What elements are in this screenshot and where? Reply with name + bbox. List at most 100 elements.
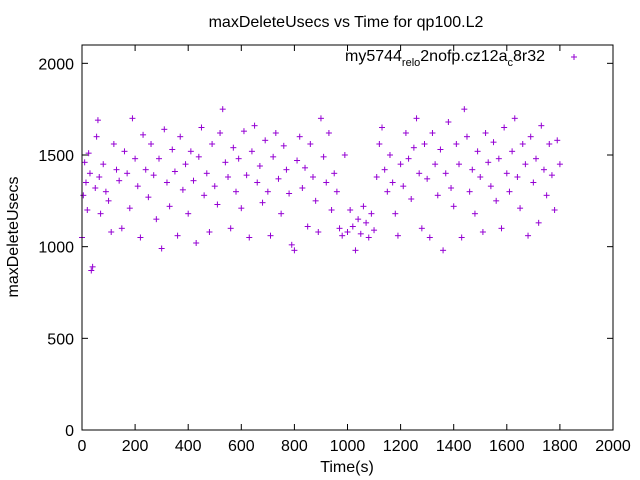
data-point: [108, 229, 115, 235]
data-point: [509, 148, 516, 155]
data-point: [232, 188, 239, 195]
x-tick-label: 1400: [436, 438, 472, 455]
data-point: [317, 115, 324, 122]
data-point: [163, 179, 170, 186]
data-point: [490, 139, 497, 146]
y-axis: 0 500 1000 1500 2000: [38, 56, 613, 440]
data-point: [169, 146, 176, 153]
data-point: [243, 172, 250, 179]
data-point: [102, 188, 109, 195]
data-point: [517, 205, 524, 212]
data-point: [413, 115, 420, 122]
data-point: [150, 172, 157, 179]
data-point: [230, 144, 237, 151]
data-point: [105, 197, 112, 204]
data-point: [418, 225, 425, 232]
data-point: [397, 161, 404, 168]
data-point: [381, 166, 388, 173]
data-point: [259, 199, 266, 206]
plot-area: [79, 106, 563, 274]
data-point: [474, 148, 481, 155]
data-point: [97, 210, 104, 217]
data-point: [126, 205, 133, 212]
data-point: [291, 247, 298, 254]
data-point: [94, 117, 101, 124]
data-point: [145, 194, 152, 201]
data-point: [336, 225, 343, 232]
data-point: [85, 150, 92, 157]
data-point: [416, 170, 423, 177]
data-point: [140, 131, 147, 138]
data-point: [347, 207, 354, 213]
data-point: [254, 179, 261, 186]
data-point: [344, 229, 351, 235]
data-point: [153, 216, 160, 223]
data-point: [179, 186, 186, 193]
data-point: [134, 183, 141, 190]
data-point: [485, 159, 492, 166]
data-point: [275, 175, 282, 182]
data-point: [124, 170, 131, 177]
data-point: [209, 141, 216, 147]
data-point: [410, 144, 417, 151]
data-point: [264, 188, 271, 195]
chart-title: maxDeleteUsecs vs Time for qp100.L2: [209, 14, 484, 31]
data-point: [203, 170, 210, 177]
data-point: [89, 263, 96, 270]
data-point: [440, 247, 447, 254]
data-point: [195, 153, 202, 160]
data-point: [392, 210, 399, 217]
data-point: [453, 141, 460, 147]
data-point: [299, 185, 306, 191]
data-point: [339, 232, 346, 239]
data-point: [341, 152, 348, 158]
legend-label-part: my5744: [345, 48, 402, 65]
data-point: [527, 133, 534, 140]
data-point: [214, 201, 221, 208]
legend: my5744relo2nofp.cz12ac8r32: [345, 48, 577, 69]
data-point: [82, 179, 89, 186]
data-point: [206, 229, 213, 235]
data-point: [121, 148, 128, 155]
data-point: [437, 146, 444, 153]
data-point: [466, 188, 473, 195]
x-tick-label: 2000: [595, 438, 631, 455]
data-point: [442, 170, 449, 177]
data-point: [551, 207, 558, 213]
data-point: [429, 130, 436, 136]
data-point: [304, 223, 311, 230]
data-point: [556, 161, 563, 168]
data-point: [270, 153, 277, 160]
data-point: [86, 170, 93, 177]
y-tick-label: 1500: [38, 148, 74, 165]
legend-label-subscript: c: [507, 57, 513, 69]
data-point: [384, 188, 391, 195]
data-point: [543, 192, 550, 199]
data-point: [463, 133, 470, 140]
data-point: [379, 124, 386, 131]
data-point: [312, 197, 319, 204]
data-point: [93, 133, 100, 140]
x-tick-label: 400: [175, 438, 202, 455]
data-point: [456, 161, 463, 168]
data-point: [501, 124, 508, 131]
x-axis-title: Time(s): [320, 459, 374, 476]
data-point: [514, 174, 521, 180]
data-point: [506, 188, 513, 195]
data-point: [222, 159, 229, 166]
x-tick-label: 1000: [330, 438, 366, 455]
data-point: [118, 225, 125, 232]
data-point: [174, 232, 181, 239]
data-point: [219, 106, 226, 113]
data-point: [177, 133, 184, 140]
data-point: [352, 247, 359, 254]
data-point: [448, 185, 455, 191]
data-point: [96, 174, 103, 180]
data-point: [100, 161, 107, 168]
data-point: [256, 163, 263, 169]
data-point: [262, 137, 269, 144]
data-point: [185, 210, 192, 217]
data-point: [519, 141, 526, 147]
x-tick-label: 200: [122, 438, 149, 455]
data-point: [283, 166, 290, 173]
